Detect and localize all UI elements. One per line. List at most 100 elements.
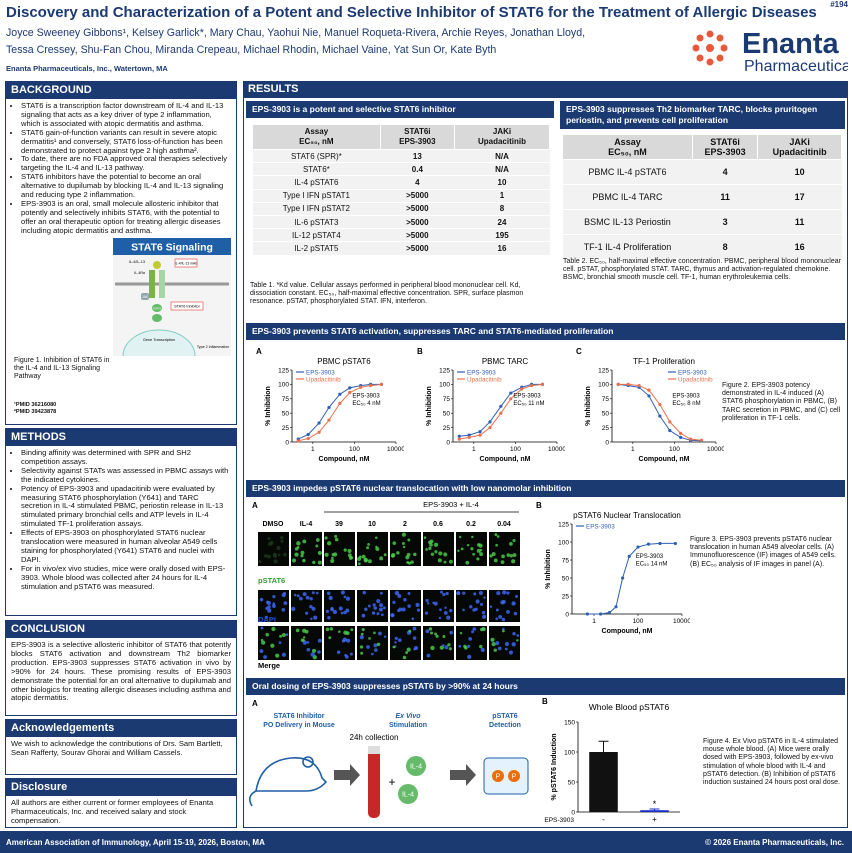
cell [375,546,380,552]
table-caption: Table 2. EC₅₀, half-maximal effective co… [563,258,841,282]
data-point [338,401,342,406]
header-line: STAT6i [710,137,740,147]
cell [345,655,349,659]
cell [445,591,449,596]
cell [291,558,297,563]
cell [298,596,303,601]
legend-label: EPS-3903 [678,369,707,376]
cell [383,553,387,557]
cell [496,591,501,596]
chart: A PBMC pSTAT6 0 25 50 75 100 125 % Inhibition 1 10… [256,347,404,463]
x-tick-label: 1 [592,618,596,625]
annotation: EPS-3903 [636,554,664,560]
data-point [509,391,513,395]
cell [279,634,282,638]
footer-left: American Association of Immunology, Apri… [6,838,265,847]
cell [394,641,397,644]
data-point [338,392,342,396]
collection-label: 24h collection [350,733,399,742]
cell [382,606,386,610]
cell [467,654,472,660]
table-row: STAT6* 0.4 N/A [252,162,550,176]
diagram-label: IL-4/IL-13 [129,260,145,264]
diagram-label: IL-4/IL-13 mAb [175,262,198,266]
panel-label: A [252,501,258,510]
table-row: BSMC IL-13 Periostin 3 11 [562,209,842,235]
cell [334,537,339,542]
bullet: To date, there are no FDA approved oral … [21,155,231,173]
detection-plate [483,757,529,795]
cell [496,535,500,538]
cell [443,560,447,564]
cell [482,614,487,619]
data-point [348,390,352,395]
cell [430,552,435,556]
cell [516,634,520,637]
title: Discovery and Characterization of a Pote… [6,4,817,21]
reagent-label: IL-4 [410,764,422,771]
column-header: STAT6i EPS-3903 [379,124,456,150]
cell [271,626,276,632]
if-image [489,532,520,566]
table-row: PBMC IL-4 TARC 11 17 [562,184,842,210]
cell [495,543,498,547]
cell [281,632,286,638]
header-line: Assay [304,127,329,136]
y-tick-label: 0 [605,439,609,446]
row-label: Merge [258,661,280,670]
cell [370,652,374,656]
tube-cap [368,746,380,754]
x-tick-label: 1 [311,446,315,453]
error-bar [649,808,660,812]
cell [361,628,365,632]
cell [334,534,338,538]
cell [277,553,281,557]
bullet: Selectivity against STATs was assessed i… [21,466,231,485]
table-cell: BSMC IL-13 Periostin [562,209,693,235]
data-point [488,426,492,430]
x-tick-label: 10000 [707,446,724,453]
data-point [699,438,704,442]
cell [480,647,485,652]
figure-caption: Figure 2. EPS-3903 potency demonstrated … [722,382,841,422]
panel-label: C [576,347,582,356]
cell [443,611,448,615]
annotation: EPS-3903 [352,393,380,399]
table-cell: 4 [380,175,455,190]
cell [459,631,463,635]
table-cell: PBMC IL-4 TARC [562,184,693,210]
cell [397,638,402,643]
cell [347,548,352,553]
cell [515,595,518,598]
reagent-icon [406,756,426,776]
receptor [149,270,155,298]
y-tick-label: 25 [562,593,570,600]
data-point [306,436,310,441]
cell [444,606,447,609]
panel-heading: EPS-3903 suppresses Th2 biomarker TARC, … [560,101,845,129]
y-tick-label: 25 [282,425,290,432]
data-point [467,433,471,437]
cell [462,591,466,595]
cell [495,641,500,646]
cell [373,643,378,648]
data-point [627,554,631,558]
cell [489,605,493,608]
cell [473,592,477,596]
y-tick-label: 0 [285,439,289,446]
cell [511,559,516,564]
cell [435,634,439,638]
y-tick-label: 75 [443,396,451,403]
cell [478,543,483,548]
x-tick-label: 100 [349,446,360,453]
section-heading: BACKGROUND [6,82,236,99]
background-section: BACKGROUND STAT6 Signaling IL-4/IL-13 IL… [5,81,237,425]
header-row: Assay EC₅₀, nM STAT6i EPS-3903 JAKi Upadaciti… [562,134,842,160]
cell [498,614,503,619]
poster-number: #194 [830,0,848,9]
cell [402,655,407,660]
table-cell: STAT6 (SPR)* [252,148,381,163]
table-cell: 24 [454,214,550,229]
data-point [658,402,662,407]
table-cell: 16 [757,234,842,259]
